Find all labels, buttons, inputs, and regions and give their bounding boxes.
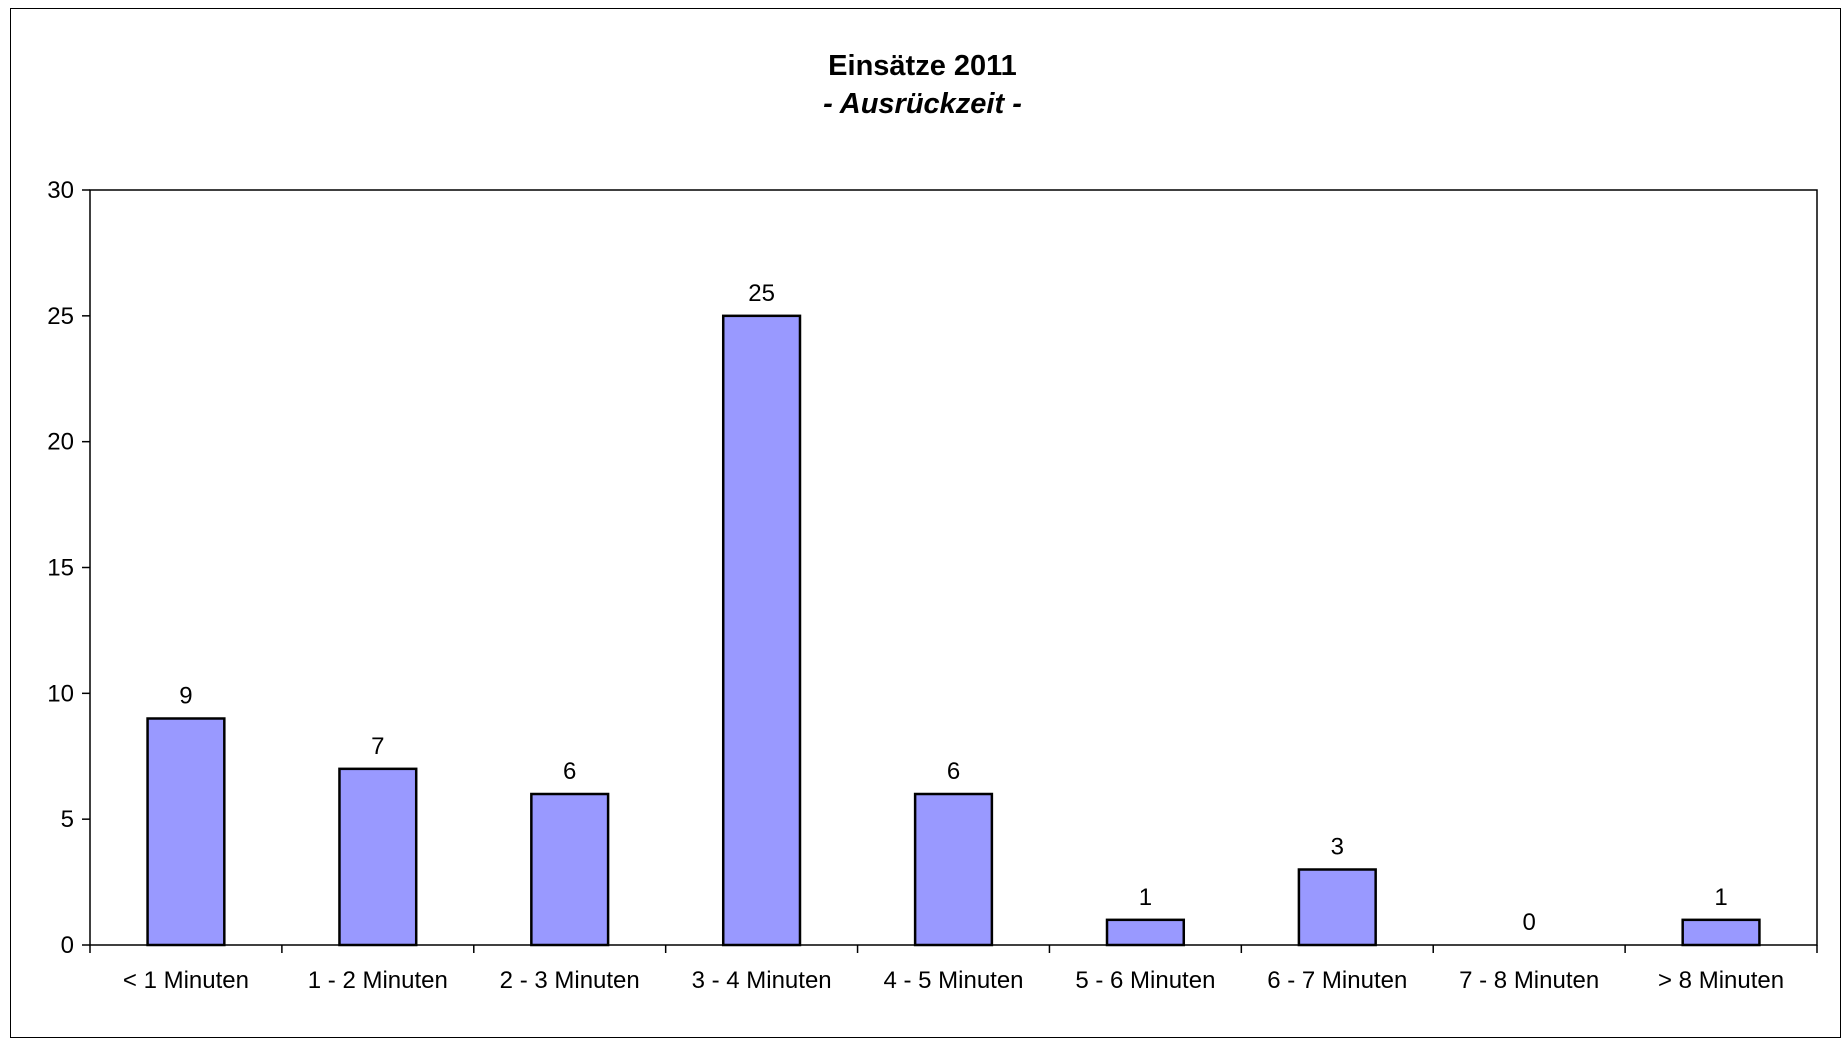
y-tick-label: 5: [61, 806, 74, 833]
x-tick-label: 5 - 6 Minuten: [1075, 967, 1215, 994]
y-tick-label: 20: [47, 429, 74, 456]
data-label: 7: [371, 733, 384, 760]
x-tick-label: 4 - 5 Minuten: [883, 967, 1023, 994]
x-tick-label: 1 - 2 Minuten: [308, 967, 448, 994]
y-tick-label: 25: [47, 303, 74, 330]
bar: [1681, 918, 1761, 947]
bar: [146, 717, 226, 947]
x-tick-label: < 1 Minuten: [123, 967, 249, 994]
y-tick-label: 15: [47, 555, 74, 582]
data-labels: 9 7 6 25 6 1 3 0 1: [179, 280, 1727, 936]
x-tick-label: > 8 Minuten: [1658, 967, 1784, 994]
y-axis: 0 5 10 15 20 25 30: [47, 177, 90, 959]
bar: [913, 792, 994, 947]
chart-title: Einsätze 2011: [828, 50, 1017, 82]
bar: [1105, 918, 1186, 947]
bar: [721, 314, 802, 947]
data-label: 25: [748, 280, 775, 307]
y-tick-label: 0: [61, 932, 74, 959]
y-tick-label: 10: [47, 680, 74, 707]
data-label: 0: [1522, 909, 1535, 936]
y-tick-label: 30: [47, 177, 74, 204]
bar: [1297, 868, 1377, 947]
data-label: 3: [1331, 834, 1344, 861]
chart-subtitle: - Ausrückzeit -: [823, 88, 1022, 120]
x-axis: < 1 Minuten 1 - 2 Minuten 2 - 3 Minuten 3 -…: [89, 945, 1818, 994]
data-label: 1: [1139, 884, 1152, 911]
data-label: 9: [179, 683, 192, 710]
x-tick-label: 6 - 7 Minuten: [1267, 967, 1407, 994]
bar: [530, 792, 610, 947]
x-tick-label: 2 - 3 Minuten: [500, 967, 640, 994]
data-label: 6: [947, 758, 960, 785]
data-label: 6: [563, 758, 576, 785]
bar: [338, 767, 418, 947]
x-tick-label: 7 - 8 Minuten: [1459, 967, 1599, 994]
x-tick-label: 3 - 4 Minuten: [692, 967, 832, 994]
data-label: 1: [1714, 884, 1727, 911]
bars: [146, 314, 1761, 947]
